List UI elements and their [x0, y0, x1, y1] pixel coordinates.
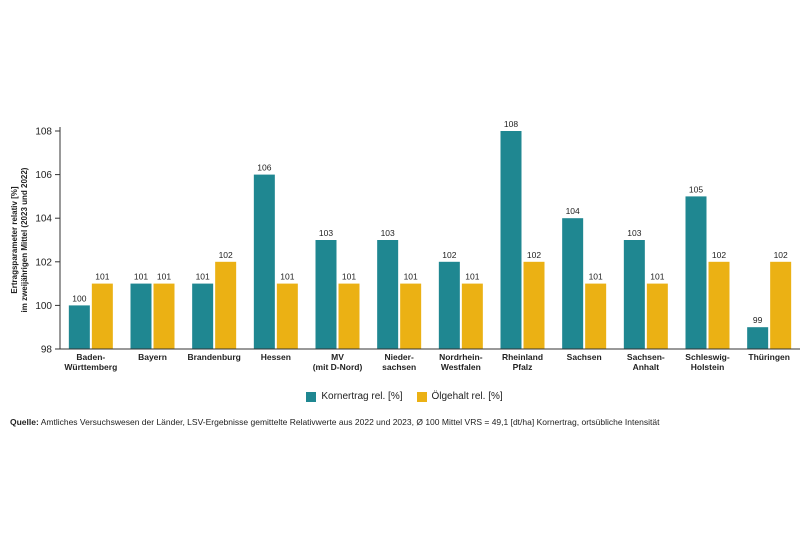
- x-tick-label: Sachsen: [567, 352, 602, 362]
- x-tick-label-line: sachsen: [382, 362, 416, 372]
- data-label: 101: [465, 272, 479, 282]
- data-label: 101: [280, 272, 294, 282]
- data-label: 103: [381, 228, 395, 238]
- x-tick-label-line: Schleswig-: [685, 352, 730, 362]
- x-tick-label: Hessen: [261, 352, 291, 362]
- bar-oelgehalt: [215, 261, 237, 349]
- x-tick-label-line: Sachsen-: [627, 352, 665, 362]
- bar-oelgehalt: [276, 283, 298, 349]
- y-tick-label: 106: [35, 170, 52, 181]
- y-axis-label-line: im zweijährigen Mittel (2023 und 2022): [20, 167, 29, 312]
- x-tick-label: Rheinland Pfalz: [502, 352, 543, 372]
- data-label: 101: [134, 272, 148, 282]
- source-text: Amtliches Versuchswesen der Länder, LSV-…: [38, 417, 660, 427]
- bar-kornertrag: [315, 240, 337, 349]
- legend-item-oelgehalt: Ölgehalt rel. [%]: [416, 391, 503, 402]
- x-tick-label: Sachsen-Anhalt: [627, 352, 665, 372]
- x-tick-label: Bayern: [138, 352, 167, 362]
- x-tick-label: Nordrhein-Westfalen: [439, 352, 483, 372]
- bar-oelgehalt: [153, 283, 175, 349]
- x-tick-label-line: Rheinland: [502, 352, 543, 362]
- x-tick-label: MV (mit D-Nord): [313, 352, 363, 372]
- x-tick-label: Baden-Württemberg: [64, 352, 117, 372]
- x-tick-label: Thüringen: [748, 352, 790, 362]
- legend-label-kornertrag: Kornertrag rel. [%]: [321, 391, 403, 402]
- source-note: Quelle: Amtliches Versuchswesen der Länd…: [10, 417, 659, 427]
- x-tick-label-line: Bayern: [138, 352, 167, 362]
- bar-oelgehalt: [523, 261, 545, 349]
- data-label: 103: [319, 228, 333, 238]
- legend-swatch-oelgehalt: [416, 391, 427, 402]
- data-label: 105: [689, 184, 703, 194]
- x-tick-label-line: Württemberg: [64, 362, 117, 372]
- data-label: 101: [196, 272, 210, 282]
- x-tick-label-line: Brandenburg: [187, 352, 240, 362]
- bar-oelgehalt: [770, 261, 792, 349]
- data-label: 108: [504, 119, 518, 129]
- x-tick-label-line: MV: [331, 352, 344, 362]
- data-label: 99: [753, 315, 763, 325]
- data-label: 101: [95, 272, 109, 282]
- x-tick-label-line: Sachsen: [567, 352, 602, 362]
- x-tick-label: Brandenburg: [187, 352, 240, 362]
- bar-kornertrag: [377, 240, 399, 349]
- x-tick-label: Schleswig-Holstein: [685, 352, 730, 372]
- legend: Kornertrag rel. [%] Ölgehalt rel. [%]: [0, 391, 809, 402]
- x-tick-label: Nieder-sachsen: [382, 352, 416, 372]
- x-tick-label-line: Nordrhein-: [439, 352, 483, 362]
- y-tick-label: 100: [35, 301, 52, 312]
- y-tick-label: 102: [35, 257, 52, 268]
- x-tick-label-line: Nieder-: [385, 352, 414, 362]
- y-tick-label: 108: [35, 127, 52, 138]
- bar-oelgehalt: [585, 283, 607, 349]
- y-axis-label-line: Ertragsparameter relativ [%]: [10, 186, 19, 293]
- y-tick-label: 98: [41, 345, 53, 356]
- x-tick-label-line: Westfalen: [441, 362, 481, 372]
- data-label: 101: [342, 272, 356, 282]
- data-label: 101: [650, 272, 664, 282]
- bar-oelgehalt: [400, 283, 422, 349]
- bar-oelgehalt: [91, 283, 113, 349]
- bar-kornertrag: [623, 240, 645, 349]
- x-tick-label-line: Pfalz: [513, 362, 533, 372]
- data-label: 106: [257, 163, 271, 173]
- x-tick-label-line: Hessen: [261, 352, 291, 362]
- bar-kornertrag: [685, 196, 707, 349]
- data-label: 101: [404, 272, 418, 282]
- legend-item-kornertrag: Kornertrag rel. [%]: [306, 391, 403, 402]
- bar-kornertrag: [747, 327, 769, 349]
- bar-kornertrag: [253, 174, 275, 349]
- legend-swatch-kornertrag: [306, 391, 317, 402]
- x-tick-label-line: Baden-: [76, 352, 105, 362]
- bar-kornertrag: [192, 283, 214, 349]
- data-label: 103: [627, 228, 641, 238]
- bar-kornertrag: [500, 131, 522, 349]
- bar-kornertrag: [438, 261, 460, 349]
- x-tick-label-line: Thüringen: [748, 352, 790, 362]
- y-axis-label: Ertragsparameter relativ [%]im zweijähri…: [10, 167, 29, 312]
- data-label: 102: [774, 250, 788, 260]
- data-label: 102: [712, 250, 726, 260]
- x-tick-label-line: (mit D-Nord): [313, 362, 363, 372]
- bar-kornertrag: [68, 305, 90, 349]
- bar-oelgehalt: [646, 283, 668, 349]
- x-tick-label-line: Anhalt: [633, 362, 660, 372]
- data-label: 101: [157, 272, 171, 282]
- data-label: 102: [442, 250, 456, 260]
- bar-oelgehalt: [338, 283, 360, 349]
- source-label: Quelle:: [10, 417, 39, 427]
- legend-label-oelgehalt: Ölgehalt rel. [%]: [431, 391, 503, 402]
- bar-oelgehalt: [461, 283, 483, 349]
- bar-kornertrag: [562, 218, 584, 349]
- data-label: 100: [72, 293, 86, 303]
- bar-kornertrag: [130, 283, 152, 349]
- data-label: 101: [589, 272, 603, 282]
- x-tick-label-line: Holstein: [691, 362, 725, 372]
- data-label: 102: [219, 250, 233, 260]
- y-tick-label: 104: [35, 214, 52, 225]
- data-label: 102: [527, 250, 541, 260]
- data-label: 104: [566, 206, 580, 216]
- bar-oelgehalt: [708, 261, 730, 349]
